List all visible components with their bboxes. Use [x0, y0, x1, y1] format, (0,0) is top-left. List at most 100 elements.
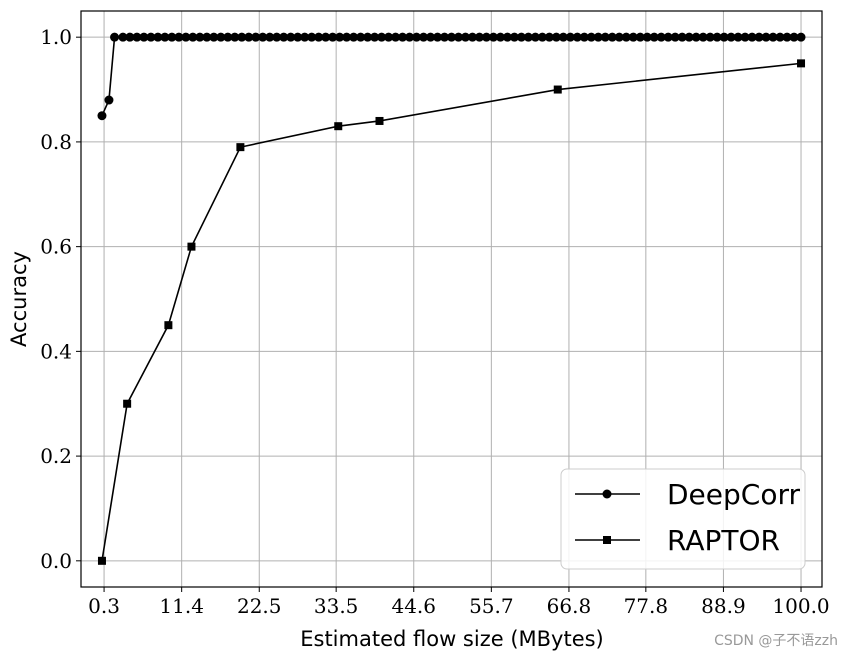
data-point-raptor — [187, 242, 196, 251]
data-point-deepcorr — [733, 32, 743, 42]
grid — [81, 11, 822, 587]
data-point-deepcorr — [377, 32, 387, 42]
data-point-deepcorr — [342, 32, 352, 42]
data-point-deepcorr — [460, 32, 470, 42]
data-point-deepcorr — [628, 32, 638, 42]
x-axis-title: Estimated flow size (MBytes) — [300, 627, 604, 651]
data-point-deepcorr — [307, 32, 317, 42]
data-point-deepcorr — [453, 32, 463, 42]
data-point-deepcorr — [600, 32, 610, 42]
data-point-deepcorr — [153, 32, 163, 42]
data-point-deepcorr — [642, 32, 652, 42]
data-point-deepcorr — [768, 32, 778, 42]
x-tick-label: 22.5 — [237, 594, 282, 618]
data-point-deepcorr — [621, 32, 631, 42]
data-point-deepcorr — [691, 32, 701, 42]
data-point-deepcorr — [132, 32, 142, 42]
legend-marker-raptor — [603, 536, 611, 544]
data-point-deepcorr — [684, 32, 694, 42]
data-point-raptor — [164, 321, 173, 330]
data-point-deepcorr — [782, 32, 792, 42]
legend-label-raptor: RAPTOR — [667, 524, 780, 557]
data-point-deepcorr — [188, 32, 198, 42]
data-point-deepcorr — [530, 32, 540, 42]
data-point-deepcorr — [761, 32, 771, 42]
data-point-deepcorr — [356, 32, 366, 42]
data-point-deepcorr — [516, 32, 526, 42]
data-point-deepcorr — [146, 32, 156, 42]
data-point-deepcorr — [481, 32, 491, 42]
data-point-raptor — [334, 122, 343, 131]
data-point-deepcorr — [328, 32, 338, 42]
data-point-deepcorr — [237, 32, 247, 42]
data-point-deepcorr — [572, 32, 582, 42]
data-point-deepcorr — [251, 32, 261, 42]
x-tick-label: 100.0 — [772, 594, 829, 618]
data-point-deepcorr — [467, 32, 477, 42]
data-point-deepcorr — [384, 32, 394, 42]
data-point-deepcorr — [216, 32, 226, 42]
data-point-deepcorr — [314, 32, 324, 42]
data-point-deepcorr — [670, 32, 680, 42]
data-point-deepcorr — [719, 32, 729, 42]
data-point-deepcorr — [754, 32, 764, 42]
y-axis-title: Accuracy — [7, 251, 31, 347]
data-point-deepcorr — [398, 32, 408, 42]
x-tick-label: 88.9 — [701, 594, 746, 618]
data-point-deepcorr — [419, 32, 429, 42]
data-point-deepcorr — [635, 32, 645, 42]
data-point-deepcorr — [110, 32, 120, 42]
data-point-deepcorr — [223, 32, 233, 42]
y-tick-label: 0.6 — [40, 235, 72, 259]
data-point-deepcorr — [97, 111, 107, 121]
data-point-deepcorr — [300, 32, 310, 42]
data-point-deepcorr — [139, 32, 149, 42]
x-tick-label: 33.5 — [314, 594, 359, 618]
x-tick-label: 77.8 — [624, 594, 669, 618]
data-point-deepcorr — [698, 32, 708, 42]
data-point-deepcorr — [726, 32, 736, 42]
data-point-deepcorr — [195, 32, 205, 42]
data-point-deepcorr — [426, 32, 436, 42]
data-point-deepcorr — [579, 32, 589, 42]
data-point-deepcorr — [649, 32, 659, 42]
data-point-deepcorr — [474, 32, 484, 42]
data-point-deepcorr — [363, 32, 373, 42]
data-point-deepcorr — [775, 32, 785, 42]
data-point-raptor — [375, 116, 384, 125]
data-point-deepcorr — [565, 32, 575, 42]
data-point-deepcorr — [321, 32, 331, 42]
data-point-raptor — [97, 556, 106, 565]
data-point-deepcorr — [370, 32, 380, 42]
data-point-deepcorr — [796, 32, 806, 42]
data-point-deepcorr — [523, 32, 533, 42]
data-point-deepcorr — [586, 32, 596, 42]
data-point-deepcorr — [488, 32, 498, 42]
y-tick-label: 0.0 — [40, 549, 72, 573]
legend: DeepCorr RAPTOR — [560, 468, 806, 570]
data-point-deepcorr — [293, 32, 303, 42]
data-point-deepcorr — [335, 32, 345, 42]
data-point-deepcorr — [656, 32, 666, 42]
data-point-raptor — [236, 143, 245, 152]
data-point-deepcorr — [118, 32, 128, 42]
data-point-deepcorr — [286, 32, 296, 42]
data-point-deepcorr — [747, 32, 757, 42]
data-point-deepcorr — [104, 95, 114, 105]
data-point-deepcorr — [279, 32, 289, 42]
data-point-deepcorr — [712, 32, 722, 42]
data-point-deepcorr — [405, 32, 415, 42]
x-tick-label: 66.8 — [547, 594, 592, 618]
data-point-deepcorr — [265, 32, 275, 42]
data-point-deepcorr — [509, 32, 519, 42]
data-point-deepcorr — [558, 32, 568, 42]
data-point-deepcorr — [202, 32, 212, 42]
data-point-deepcorr — [349, 32, 359, 42]
data-point-deepcorr — [125, 32, 135, 42]
y-tick-label: 1.0 — [40, 25, 72, 49]
data-point-raptor — [797, 59, 806, 68]
data-point-deepcorr — [705, 32, 715, 42]
x-tick-label: 44.6 — [391, 594, 436, 618]
y-tick-label: 0.2 — [40, 444, 72, 468]
data-point-deepcorr — [412, 32, 422, 42]
